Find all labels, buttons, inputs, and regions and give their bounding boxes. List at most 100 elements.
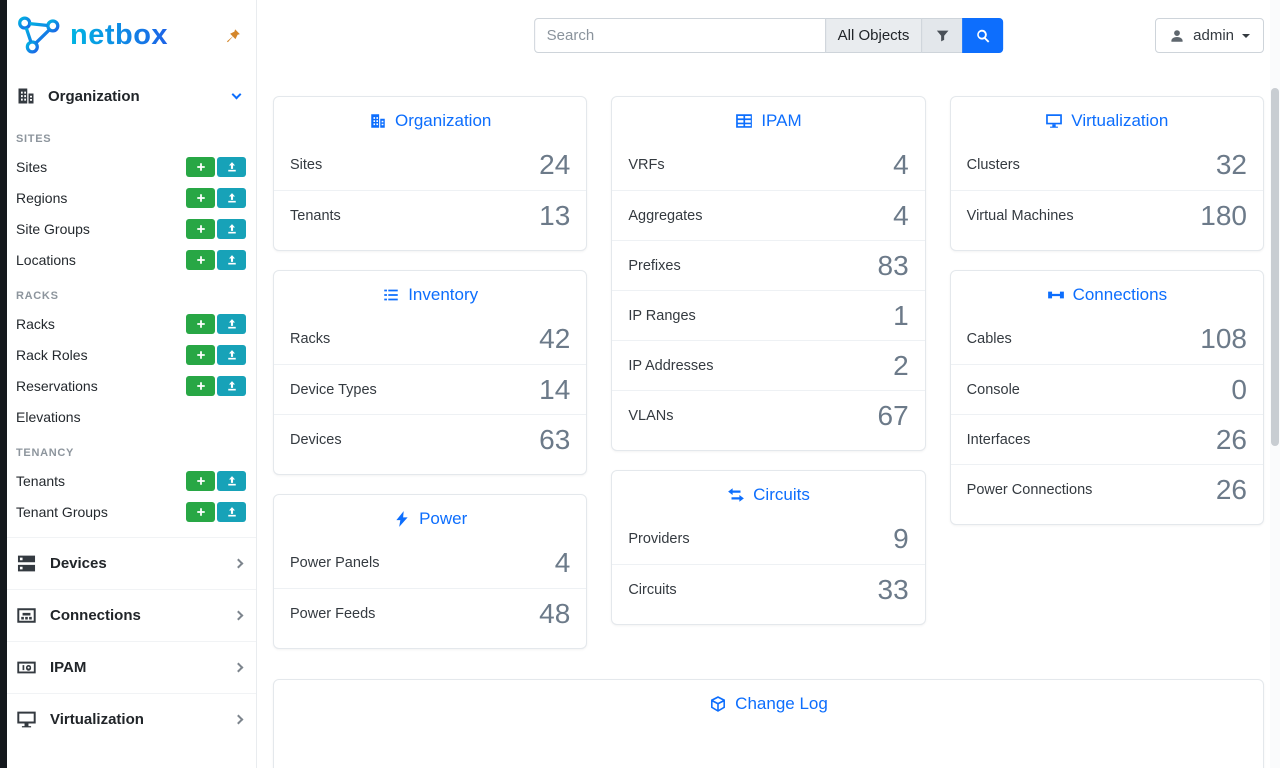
- stat-label[interactable]: Power Panels: [290, 555, 380, 571]
- filter-button[interactable]: [921, 18, 964, 53]
- stat-label[interactable]: Cables: [966, 331, 1012, 347]
- add-button[interactable]: [186, 218, 215, 239]
- card-header-inventory[interactable]: Inventory: [274, 271, 586, 314]
- add-button[interactable]: [186, 187, 215, 208]
- sidebar-item-tenant-groups[interactable]: Tenant Groups: [0, 496, 256, 527]
- sidebar-item-label[interactable]: Regions: [16, 189, 68, 206]
- card-header-power[interactable]: Power: [274, 495, 586, 538]
- card-header-connections[interactable]: Connections: [951, 271, 1263, 314]
- pin-icon: [223, 26, 242, 45]
- stat-label[interactable]: VRFs: [628, 157, 665, 173]
- add-button[interactable]: [186, 375, 215, 396]
- sidebar-item-label[interactable]: Sites: [16, 158, 48, 175]
- import-button[interactable]: [217, 344, 246, 365]
- cable-icon: [1047, 286, 1065, 304]
- sidebar-item-connections[interactable]: Connections: [0, 589, 256, 641]
- add-button[interactable]: [186, 344, 215, 365]
- stat-label[interactable]: Prefixes: [628, 257, 681, 274]
- stat-row-tenants: Tenants 13: [274, 190, 587, 240]
- logo-text[interactable]: netbox: [70, 18, 169, 51]
- sidebar-item-locations[interactable]: Locations: [0, 244, 256, 275]
- import-button[interactable]: [217, 187, 246, 208]
- sidebar-item-rack-roles[interactable]: Rack Roles: [0, 339, 256, 370]
- sidebar-item-sites[interactable]: Sites: [0, 151, 256, 182]
- sidebar-item-virtualization[interactable]: Virtualization: [0, 693, 256, 745]
- chevron-right-icon: [233, 558, 244, 569]
- changelog-header[interactable]: Change Log: [274, 680, 1263, 723]
- stat-label[interactable]: Tenants: [290, 207, 341, 224]
- sidebar-item-label[interactable]: Racks: [16, 315, 55, 332]
- card-header-virtualization[interactable]: Virtualization: [951, 97, 1263, 140]
- stat-label[interactable]: Device Types: [290, 381, 377, 398]
- item-actions: [186, 218, 246, 239]
- card-title[interactable]: Connections: [1072, 285, 1168, 304]
- stat-label[interactable]: Power Feeds: [290, 605, 376, 622]
- sidebar-item-tenants[interactable]: Tenants: [0, 465, 256, 496]
- stat-label[interactable]: Virtual Machines: [966, 207, 1074, 224]
- stat-label[interactable]: Sites: [290, 157, 323, 173]
- stat-label[interactable]: Console: [966, 381, 1020, 398]
- card-header-ipam[interactable]: IPAM: [612, 97, 924, 140]
- add-button[interactable]: [186, 501, 215, 522]
- add-button[interactable]: [186, 470, 215, 491]
- sidebar-item-organization[interactable]: Organization: [0, 74, 256, 118]
- stat-label[interactable]: Interfaces: [966, 431, 1031, 448]
- stat-label[interactable]: IP Ranges: [628, 307, 696, 324]
- import-button[interactable]: [217, 249, 246, 270]
- stat-label[interactable]: Circuits: [628, 581, 677, 598]
- plus-icon: [195, 380, 207, 392]
- card-title[interactable]: Inventory: [408, 285, 479, 304]
- sidebar-item-label[interactable]: Tenant Groups: [16, 503, 108, 520]
- card-circuits: Circuits Providers 9 Circuits 33: [611, 470, 926, 625]
- stat-label[interactable]: VLANs: [628, 407, 674, 424]
- search-button[interactable]: [962, 18, 1004, 53]
- sidebar-item-racks[interactable]: Racks: [0, 308, 256, 339]
- import-button[interactable]: [217, 218, 246, 239]
- sidebar-item-reservations[interactable]: Reservations: [0, 370, 256, 401]
- stat-label[interactable]: Aggregates: [628, 207, 703, 224]
- pin-sidebar-button[interactable]: [223, 26, 242, 45]
- import-button[interactable]: [217, 470, 246, 491]
- stat-label[interactable]: Providers: [628, 531, 690, 547]
- add-button[interactable]: [186, 156, 215, 177]
- stat-label[interactable]: IP Addresses: [628, 357, 714, 374]
- card-title[interactable]: Circuits: [753, 485, 810, 504]
- stat-row-virtual-machines: Virtual Machines 180: [950, 190, 1263, 240]
- add-button[interactable]: [186, 313, 215, 334]
- search-input[interactable]: [533, 18, 826, 53]
- sidebar-item-label[interactable]: Rack Roles: [16, 346, 88, 363]
- card-header-organization[interactable]: Organization: [274, 97, 586, 140]
- import-button[interactable]: [217, 313, 246, 334]
- upload-icon: [226, 223, 238, 235]
- sidebar-item-label[interactable]: Elevations: [16, 408, 81, 425]
- sidebar-item-label[interactable]: Site Groups: [16, 220, 90, 237]
- sidebar-item-ipam[interactable]: IPAM: [0, 641, 256, 693]
- sidebar-item-elevations[interactable]: Elevations: [0, 401, 256, 432]
- stat-row-circuits: Circuits 33: [612, 564, 925, 614]
- netbox-logo-icon[interactable]: [16, 14, 62, 56]
- chevron-down-icon: [231, 89, 242, 99]
- stat-label[interactable]: Devices: [290, 431, 342, 448]
- add-button[interactable]: [186, 249, 215, 270]
- sidebar-item-site-groups[interactable]: Site Groups: [0, 213, 256, 244]
- scrollbar-thumb[interactable]: [1271, 88, 1279, 446]
- stat-label[interactable]: Racks: [290, 331, 331, 347]
- card-header-circuits[interactable]: Circuits: [612, 471, 924, 514]
- card-title[interactable]: Power: [419, 509, 468, 528]
- sidebar-item-label[interactable]: Locations: [16, 251, 76, 268]
- card-title[interactable]: IPAM: [761, 111, 802, 130]
- sidebar-item-label[interactable]: Tenants: [16, 472, 66, 489]
- import-button[interactable]: [217, 501, 246, 522]
- user-menu-button[interactable]: admin: [1155, 18, 1264, 53]
- stat-label[interactable]: Clusters: [966, 157, 1020, 173]
- card-title[interactable]: Organization: [394, 111, 492, 130]
- sidebar-item-label[interactable]: Reservations: [16, 377, 98, 394]
- search-scope-button[interactable]: All Objects: [824, 18, 923, 53]
- card-title[interactable]: Virtualization: [1071, 111, 1169, 130]
- sidebar-item-regions[interactable]: Regions: [0, 182, 256, 213]
- import-button[interactable]: [217, 156, 246, 177]
- import-button[interactable]: [217, 375, 246, 396]
- stat-label[interactable]: Power Connections: [966, 481, 1093, 498]
- stat-value: 4: [893, 149, 909, 180]
- sidebar-item-devices[interactable]: Devices: [0, 537, 256, 589]
